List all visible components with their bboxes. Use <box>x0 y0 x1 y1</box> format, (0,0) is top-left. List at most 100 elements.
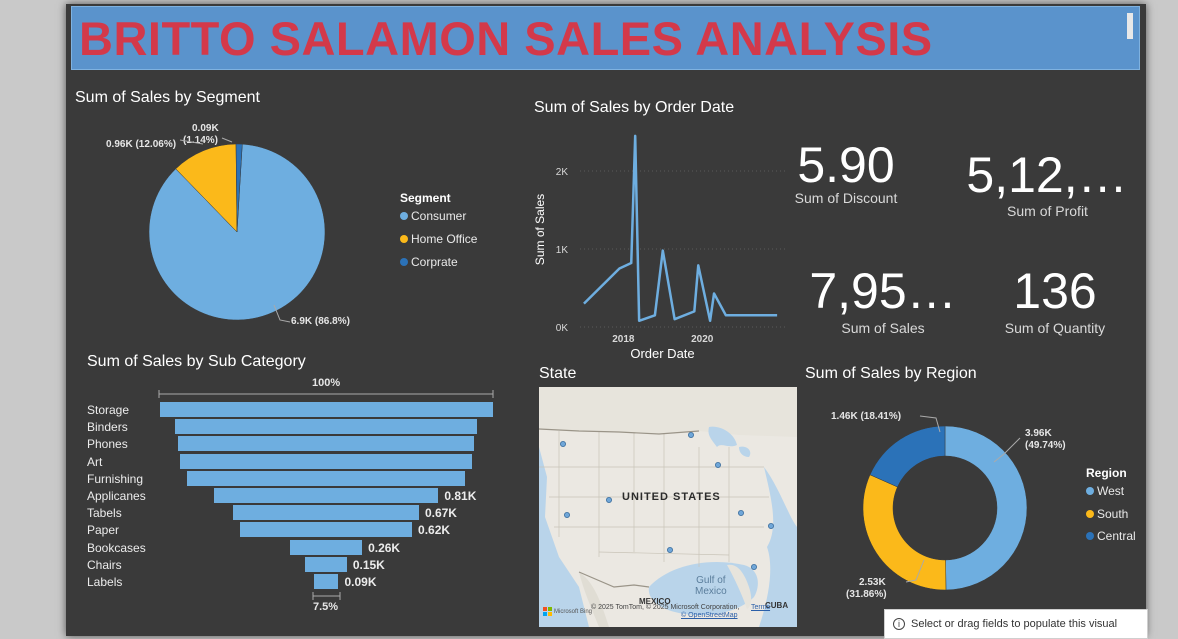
map-graphic <box>539 387 797 627</box>
funnel-bar[interactable] <box>233 505 419 521</box>
legend-dot-icon <box>1086 487 1094 495</box>
line-chart-title: Sum of Sales by Order Date <box>534 99 735 116</box>
empty-visual-hint[interactable]: i Select or drag fields to populate this… <box>884 609 1148 639</box>
map-terms-link[interactable]: Terms <box>751 604 771 611</box>
pie-slice-home-office[interactable] <box>175 143 238 233</box>
legend-label: Central <box>1097 529 1136 543</box>
consumer-label: 6.9K (86.8%) <box>291 316 350 327</box>
legend-item-consumer[interactable]: Consumer <box>400 209 466 223</box>
funnel-bar[interactable] <box>239 522 413 538</box>
corprate-value-label: 0.09K <box>192 123 219 134</box>
funnel-value-label: 0.62K <box>418 523 451 538</box>
legend-dot-icon <box>400 258 408 266</box>
funnel-category-label: Labels <box>87 575 123 589</box>
map-cuba-label: CUBA <box>765 601 789 610</box>
funnel-bar[interactable] <box>289 539 363 555</box>
scroll-handle[interactable] <box>1127 13 1133 39</box>
donut-slice-central[interactable] <box>869 425 946 488</box>
region-donut-chart[interactable] <box>862 425 1028 591</box>
legend-label: West <box>1097 484 1125 498</box>
segment-pie-chart[interactable] <box>140 135 340 335</box>
pie-slice-corprate[interactable] <box>235 143 243 233</box>
funnel-category-label: Chairs <box>87 557 122 572</box>
consumer-leader-line <box>273 304 291 323</box>
funnel-top-pct: 100% <box>312 377 341 389</box>
gulf-line2: Mexico <box>695 586 727 597</box>
x-tick-label: 2020 <box>691 334 714 345</box>
funnel-category-label: Art <box>87 454 103 469</box>
funnel-bar[interactable] <box>180 453 472 469</box>
funnel-bar[interactable] <box>305 556 347 572</box>
kpi-quantity-label: Sum of Quantity <box>1004 320 1106 336</box>
funnel-category-label: Furnishing <box>87 471 144 486</box>
funnel-category-label: Tabels <box>87 506 122 521</box>
legend-label: Corprate <box>411 255 458 269</box>
west-value-label: 3.96K <box>1025 428 1052 439</box>
hint-text: Select or drag fields to populate this v… <box>911 618 1118 630</box>
kpi-sales-label: Sum of Sales <box>841 320 925 336</box>
y-tick-label: 0K <box>556 323 569 334</box>
funnel-bar[interactable] <box>174 419 478 435</box>
funnel-category-label: Applicanes <box>87 489 146 503</box>
kpi-discount-label: Sum of Discount <box>794 190 898 206</box>
series-line-sales[interactable] <box>583 134 778 323</box>
funnel-category-label: Storage <box>87 403 130 417</box>
funnel-bar[interactable] <box>177 436 475 452</box>
donut-slice-west[interactable] <box>944 425 1028 591</box>
map-osm-link[interactable]: © OpenStreetMap <box>681 612 738 619</box>
funnel-category-label: Binders <box>87 420 128 435</box>
funnel-category-label: Paper <box>87 523 120 538</box>
kpi-profit-label: Sum of Profit <box>1007 203 1088 219</box>
funnel-bar[interactable] <box>313 574 339 589</box>
central-label: 1.46K (18.41%) <box>831 411 902 422</box>
map-country-label: UNITED STATES <box>622 491 721 503</box>
funnel-value-label: 0.67K <box>424 506 457 521</box>
funnel-value-label: 0.81K <box>444 489 477 503</box>
legend-dot-icon <box>1086 532 1094 540</box>
bing-text: Microsoft Bing <box>554 608 593 615</box>
legend-item-south[interactable]: South <box>1086 507 1128 521</box>
corprate-pct-label: (1.14%) <box>183 135 219 146</box>
state-map[interactable]: UNITED STATES Gulf of Mexico MEXICO CUBA … <box>539 387 797 627</box>
title-banner: BRITTO SALAMON SALES ANALYSIS <box>71 6 1140 70</box>
funnel-bottom-pct: 7.5% <box>313 601 339 613</box>
legend-label: South <box>1097 507 1129 521</box>
funnel-value-label: 0.15K <box>352 557 385 572</box>
legend-dot-icon <box>400 235 408 243</box>
info-icon: i <box>893 618 905 630</box>
y-axis-label: Sum of Sales <box>533 194 547 265</box>
region-chart-title: Sum of Sales by Region <box>805 365 977 382</box>
map-attribution: © 2025 TomTom, © 2025 Microsoft Corporat… <box>591 604 740 611</box>
y-tick-label: 2K <box>556 167 569 178</box>
funnel-value-label: 0.26K <box>368 540 401 555</box>
legend-item-home-office[interactable]: Home Office <box>400 232 477 246</box>
segment-chart-title: Sum of Sales by Segment <box>75 89 260 106</box>
south-pct-label: (31.86%) <box>846 589 887 600</box>
funnel-chart-title: Sum of Sales by Sub Category <box>87 353 306 370</box>
kpi-sales-value: 7,95… <box>809 263 957 319</box>
kpi-profit-value: 5,12,… <box>966 147 1128 203</box>
y-tick-label: 1K <box>556 245 569 256</box>
region-leader-lines <box>905 415 1021 583</box>
bing-logo: Microsoft Bing <box>543 607 592 616</box>
legend-dot-icon <box>1086 510 1094 518</box>
legend-label: Home Office <box>411 232 478 246</box>
legend-item-corprate[interactable]: Corprate <box>400 255 458 269</box>
funnel-category-label: Bookcases <box>87 540 146 555</box>
map-gulf-label: Gulf of Mexico <box>695 575 727 597</box>
microsoft-logo-icon <box>543 607 552 616</box>
west-pct-label: (49.74%) <box>1025 440 1066 451</box>
sales-line-chart[interactable]: 2K 1K 0K 2018 2020 Sum of Sales Order Date <box>530 122 790 362</box>
kpi-quantity-value: 136 <box>1013 263 1097 319</box>
legend-item-west[interactable]: West <box>1086 484 1124 498</box>
south-value-label: 2.53K <box>859 577 886 588</box>
map-title: State <box>539 365 577 382</box>
funnel-bar[interactable] <box>213 488 439 503</box>
x-axis-label: Order Date <box>630 346 694 361</box>
funnel-bar[interactable] <box>159 402 493 417</box>
funnel-bar[interactable] <box>187 470 465 486</box>
segment-legend-title: Segment <box>400 191 451 205</box>
legend-item-central[interactable]: Central <box>1086 529 1136 543</box>
kpi-discount-value: 5.90 <box>797 137 895 193</box>
legend-dot-icon <box>400 212 408 220</box>
